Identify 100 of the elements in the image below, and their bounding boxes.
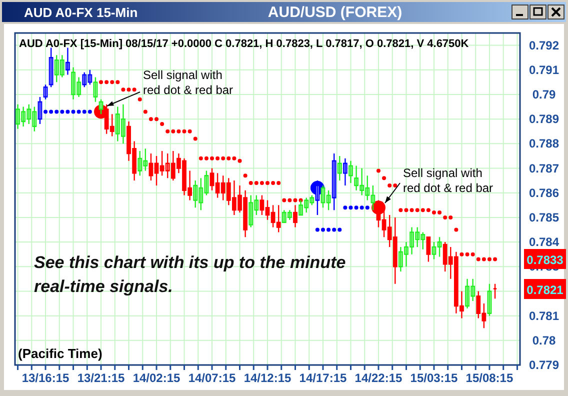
point [282, 198, 286, 202]
point [365, 206, 370, 210]
point [288, 198, 292, 202]
x-tick-label: 13/21:15 [77, 371, 126, 385]
point [138, 97, 142, 102]
y-tick-label: 0.78 [532, 333, 556, 348]
point [238, 158, 242, 163]
point [160, 122, 164, 126]
x-tick-label: 14/07:15 [188, 371, 236, 385]
point [176, 129, 181, 134]
point [132, 88, 136, 92]
point [126, 88, 131, 92]
point [148, 117, 153, 122]
point [404, 208, 408, 212]
text: 0.7833 [526, 253, 564, 267]
point [432, 210, 436, 215]
x-tick-label: 14/12:15 [244, 371, 292, 385]
point [243, 174, 248, 178]
x-tick-label: 13/16:15 [22, 371, 70, 385]
point [204, 156, 208, 160]
point [448, 215, 453, 220]
point [88, 110, 92, 114]
y-tick-label: 0.784 [528, 235, 560, 250]
point [66, 110, 70, 114]
point [410, 208, 414, 212]
point [415, 208, 420, 212]
point [276, 181, 281, 186]
chart-title: AUD/USD (FOREX) [268, 4, 402, 21]
point [382, 176, 386, 180]
point [171, 129, 176, 134]
y-tick-label: 0.779 [528, 358, 560, 372]
point [420, 208, 425, 212]
x-tick-label: 14/17:15 [299, 371, 348, 385]
point [121, 88, 126, 92]
point [232, 156, 236, 160]
annotation: Sell signal with red dot & red bar [403, 166, 494, 195]
candlestick [293, 204, 298, 228]
point [326, 228, 331, 232]
point [393, 183, 398, 188]
point [388, 183, 392, 188]
y-tick-label: 0.785 [528, 210, 560, 224]
point [398, 208, 403, 212]
point [198, 156, 203, 160]
point [315, 228, 320, 232]
y-tick-label: 0.787 [528, 161, 560, 176]
candlestick [492, 283, 498, 300]
point [210, 156, 214, 160]
point [166, 129, 170, 134]
point [354, 206, 358, 210]
point [438, 210, 442, 215]
point [82, 110, 86, 114]
point [482, 257, 486, 262]
point [76, 110, 81, 114]
x-tick-label: 14/02:15 [132, 371, 181, 385]
y-tick-label: 0.786 [528, 186, 560, 200]
point [193, 136, 198, 141]
point [154, 117, 159, 122]
point [320, 228, 325, 232]
point [188, 129, 192, 134]
point [332, 228, 336, 232]
point [110, 80, 114, 84]
point [343, 206, 348, 210]
point [116, 80, 120, 84]
x-tick-label: 15/03:15 [410, 371, 458, 385]
x-tick-label: 14/22:15 [354, 371, 402, 385]
text: 0.7821 [526, 283, 564, 297]
text: AUD A0-FX 15-Min [24, 5, 138, 20]
point [376, 168, 380, 173]
point [71, 110, 76, 114]
point [476, 257, 480, 262]
point [221, 156, 226, 160]
point [226, 156, 231, 160]
point [465, 252, 470, 256]
y-tick-label: 0.791 [528, 62, 560, 77]
point [454, 228, 458, 232]
point [182, 129, 186, 134]
point [348, 206, 353, 210]
point [338, 228, 342, 232]
point [54, 110, 59, 114]
y-tick-label: 0.788 [528, 136, 560, 151]
y-tick-label: 0.792 [528, 38, 560, 52]
point [104, 80, 109, 84]
point [60, 110, 64, 114]
point [426, 208, 430, 212]
point [360, 206, 364, 210]
point [216, 156, 220, 160]
point [271, 181, 276, 186]
y-tick-label: 0.79 [532, 87, 556, 102]
point [254, 181, 258, 186]
point [143, 110, 148, 114]
point [266, 181, 270, 186]
point [99, 80, 104, 84]
point [293, 198, 298, 202]
x-tick-label: 15/08:15 [466, 371, 514, 385]
candlestick [426, 236, 431, 262]
y-tick-label: 0.789 [528, 112, 560, 126]
annotation: (Pacific Time) [18, 346, 102, 361]
point [487, 257, 492, 262]
point [460, 252, 464, 256]
point [49, 110, 54, 114]
